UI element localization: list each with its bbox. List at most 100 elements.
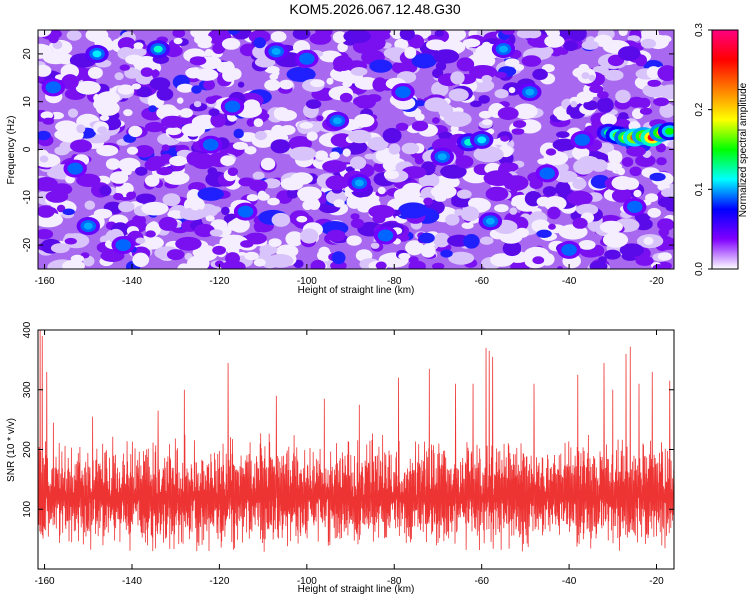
heatmap-texture-blob [140, 67, 154, 77]
heatmap-texture-blob [227, 219, 247, 232]
heatmap-texture-blob [401, 142, 420, 155]
heatmap-texture-blob [135, 193, 156, 204]
heatmap-hotspot [118, 241, 128, 249]
heatmap-texture-blob [635, 154, 656, 167]
heatmap-texture-blob [502, 240, 522, 257]
heatmap-texture-blob [325, 175, 348, 191]
heatmap-texture-blob [350, 218, 364, 229]
heatmap-texture-blob [339, 92, 353, 103]
snr-x-axis-label: Height of straight line (km) [298, 584, 415, 595]
heatmap-texture-blob [131, 83, 141, 90]
heatmap-texture-blob [633, 189, 642, 198]
heatmap-texture-blob [629, 166, 642, 177]
heatmap-texture-blob [179, 207, 206, 221]
heatmap-texture-blob [176, 83, 194, 93]
heatmap-texture-blob [181, 123, 206, 137]
heatmap-texture-blob [175, 236, 202, 251]
x-tick-label: -40 [562, 276, 577, 287]
heatmap-texture-blob [646, 66, 661, 79]
heatmap-texture-blob [382, 127, 402, 144]
heatmap-texture-blob [227, 30, 240, 35]
y-tick-label: -20 [22, 237, 33, 252]
heatmap-texture-blob [635, 255, 654, 266]
heatmap-texture-blob [577, 155, 600, 171]
heatmap-texture-blob [105, 158, 121, 170]
heatmap-texture-blob [596, 97, 614, 113]
heatmap-texture-blob [516, 30, 535, 39]
heatmap-hotspot [485, 217, 495, 225]
y-tick-label: 10 [22, 96, 33, 108]
heatmap-hotspot [630, 203, 640, 211]
heatmap-texture-blob [113, 193, 124, 201]
heatmap-texture-blob [317, 249, 332, 262]
heatmap-texture-blob [531, 219, 550, 233]
heatmap-texture-blob [398, 202, 429, 219]
heatmap-texture-blob [123, 109, 133, 117]
heatmap-texture-blob [114, 72, 124, 81]
heatmap-texture-blob [653, 97, 670, 107]
heatmap-texture-blob [642, 83, 667, 98]
heatmap-texture-blob [375, 261, 387, 269]
heatmap-texture-blob [545, 148, 557, 156]
heatmap-texture-blob [532, 256, 545, 265]
heatmap-texture-blob [221, 206, 230, 216]
heatmap-texture-blob [118, 201, 135, 213]
heatmap-texture-blob [270, 31, 287, 43]
heatmap-texture-blob [536, 229, 552, 238]
y-tick-label: 0 [22, 146, 33, 152]
heatmap-texture-blob [38, 75, 45, 83]
heatmap-texture-blob [161, 144, 170, 151]
heatmap-texture-blob [144, 159, 162, 171]
heatmap-texture-blob [483, 170, 514, 187]
spectrogram-panel: -160 -140 -120 -100 -80 -60 -40 -20 -20-1001020… [6, 23, 749, 296]
heatmap-texture-blob [83, 255, 95, 267]
heatmap-texture-blob [589, 85, 604, 94]
heatmap-texture-blob [618, 30, 628, 36]
heatmap-texture-blob [267, 254, 294, 268]
heatmap-texture-blob [494, 71, 507, 79]
heatmap-texture-blob [233, 128, 244, 139]
heatmap-texture-blob [555, 181, 571, 197]
heatmap-texture-blob [494, 89, 509, 99]
heatmap-hotspot [241, 208, 251, 216]
heatmap-texture-blob [460, 206, 480, 222]
heatmap-texture-blob [408, 260, 426, 269]
heatmap-hotspot [564, 246, 574, 254]
heatmap-texture-blob [418, 172, 440, 189]
heatmap-texture-blob [169, 155, 188, 167]
heatmap-texture-blob [337, 42, 348, 53]
heatmap-texture-blob [404, 46, 417, 59]
heatmap-texture-blob [96, 145, 119, 157]
heatmap-texture-blob [463, 234, 480, 249]
heatmap-texture-blob [254, 130, 267, 141]
heatmap-texture-blob [657, 252, 673, 261]
heatmap-texture-blob [38, 43, 53, 59]
heatmap-texture-blob [628, 96, 645, 108]
x-tick-label: -20 [649, 576, 664, 587]
heatmap-texture-blob [348, 129, 372, 144]
heatmap-hotspot [153, 45, 163, 53]
heatmap-texture-blob [393, 188, 414, 202]
heatmap-texture-blob [289, 146, 317, 161]
heatmap-texture-blob [411, 53, 437, 69]
heatmap-hotspot [525, 88, 535, 96]
heatmap-texture-blob [75, 80, 101, 95]
heatmap-texture-blob [54, 129, 75, 140]
heatmap-texture-blob [109, 171, 129, 184]
heatmap-texture-blob [600, 113, 617, 127]
heatmap-texture-blob [433, 49, 460, 64]
heatmap-texture-blob [509, 207, 518, 215]
heatmap-texture-blob [62, 259, 85, 269]
heatmap-hotspot [381, 232, 390, 239]
heatmap-texture-blob [364, 153, 376, 160]
heatmap-hotspot [83, 222, 93, 230]
x-tick-label: -80 [387, 276, 402, 287]
heatmap-texture-blob [383, 170, 400, 180]
heatmap-texture-blob [626, 146, 646, 157]
heatmap-texture-blob [468, 65, 497, 79]
heatmap-texture-blob [297, 186, 322, 202]
heatmap-texture-blob [501, 30, 515, 35]
heatmap-texture-blob [99, 114, 110, 121]
heatmap-texture-blob [434, 30, 444, 37]
